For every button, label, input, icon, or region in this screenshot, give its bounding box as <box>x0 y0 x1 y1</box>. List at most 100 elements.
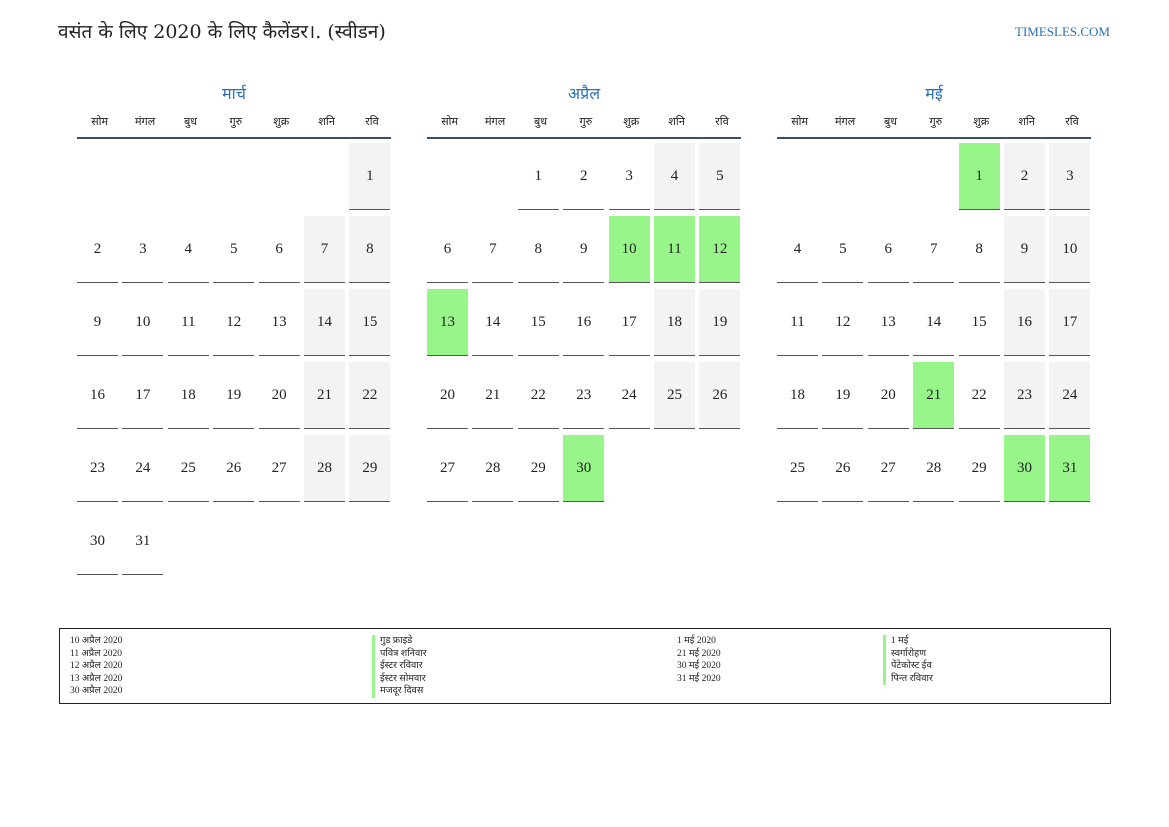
day-cell[interactable]: 28 <box>472 435 514 502</box>
day-cell[interactable]: 5 <box>213 216 255 283</box>
legend-item: 12 अप्रैल 2020 <box>70 661 123 672</box>
day-cell[interactable]: 18 <box>167 362 209 429</box>
day-cell[interactable]: 15 <box>349 289 391 356</box>
day-cell[interactable]: 13 <box>258 289 300 356</box>
day-cell[interactable]: 30 <box>1004 435 1045 502</box>
day-cell[interactable]: 21 <box>472 362 514 429</box>
day-cell[interactable]: 21 <box>304 362 345 429</box>
day-cell[interactable]: 3 <box>1049 143 1091 210</box>
day-cell[interactable]: 20 <box>427 362 468 429</box>
day-cell[interactable]: 22 <box>958 362 1000 429</box>
day-cell[interactable]: 14 <box>913 289 955 356</box>
day-cell[interactable]: 26 <box>699 362 741 429</box>
day-cell[interactable]: 3 <box>122 216 164 283</box>
day-cell[interactable]: 18 <box>777 362 818 429</box>
day-cell[interactable]: 19 <box>822 362 864 429</box>
day-grid: 1 2 3 4 5 6 7 8 9 10 11 12 13 14 15 16 17 18 19 20 21 22 23 24 2… <box>427 143 741 508</box>
day-cell[interactable]: 11 <box>167 289 209 356</box>
day-cell[interactable]: 23 <box>77 435 118 502</box>
day-cell[interactable]: 29 <box>349 435 391 502</box>
day-cell[interactable]: 6 <box>427 216 468 283</box>
day-cell[interactable]: 30 <box>563 435 605 502</box>
day-cell[interactable]: 12 <box>822 289 864 356</box>
day-cell[interactable]: 23 <box>563 362 605 429</box>
day-cell[interactable]: 11 <box>654 216 695 283</box>
weekday-label: शनि <box>668 115 685 128</box>
day-cell[interactable]: 2 <box>563 143 605 210</box>
day-cell[interactable]: 27 <box>258 435 300 502</box>
day-cell[interactable]: 13 <box>867 289 909 356</box>
day-cell[interactable]: 1 <box>349 143 391 210</box>
day-cell[interactable]: 5 <box>822 216 864 283</box>
day-cell[interactable]: 31 <box>1049 435 1091 502</box>
day-cell[interactable]: 30 <box>77 508 118 575</box>
day-cell[interactable]: 22 <box>349 362 391 429</box>
day-cell[interactable]: 10 <box>608 216 650 283</box>
day-cell[interactable]: 17 <box>1049 289 1091 356</box>
legend-dates-column-2: 1 मई 2020 21 मई 2020 30 मई 2020 31 मई 2020 <box>677 635 721 685</box>
day-cell[interactable]: 10 <box>1049 216 1091 283</box>
day-cell[interactable]: 29 <box>517 435 559 502</box>
day-cell[interactable]: 14 <box>472 289 514 356</box>
day-cell[interactable]: 8 <box>958 216 1000 283</box>
day-cell[interactable]: 26 <box>213 435 255 502</box>
day-cell[interactable]: 16 <box>77 362 118 429</box>
day-cell[interactable]: 12 <box>213 289 255 356</box>
day-cell[interactable]: 5 <box>699 143 741 210</box>
day-cell[interactable]: 2 <box>77 216 118 283</box>
day-cell[interactable]: 4 <box>167 216 209 283</box>
day-cell[interactable]: 9 <box>1004 216 1045 283</box>
day-cell[interactable]: 31 <box>122 508 164 575</box>
day-cell[interactable]: 18 <box>654 289 695 356</box>
day-cell[interactable]: 7 <box>472 216 514 283</box>
day-cell[interactable]: 17 <box>608 289 650 356</box>
day-cell[interactable]: 19 <box>699 289 741 356</box>
day-cell[interactable]: 1 <box>958 143 1000 210</box>
day-cell[interactable]: 24 <box>1049 362 1091 429</box>
day-cell[interactable]: 8 <box>349 216 391 283</box>
day-cell[interactable]: 19 <box>213 362 255 429</box>
day-cell[interactable]: 16 <box>1004 289 1045 356</box>
day-cell[interactable]: 20 <box>258 362 300 429</box>
day-cell[interactable]: 15 <box>958 289 1000 356</box>
day-cell[interactable]: 13 <box>427 289 468 356</box>
day-cell[interactable]: 9 <box>563 216 605 283</box>
day-cell[interactable]: 6 <box>258 216 300 283</box>
day-cell[interactable]: 24 <box>122 435 164 502</box>
site-link[interactable]: TIMESLES.COM <box>1015 24 1110 39</box>
day-cell[interactable]: 7 <box>304 216 345 283</box>
day-cell[interactable]: 9 <box>77 289 118 356</box>
day-cell[interactable]: 22 <box>517 362 559 429</box>
day-cell[interactable]: 29 <box>958 435 1000 502</box>
day-cell[interactable]: 26 <box>822 435 864 502</box>
day-cell[interactable]: 6 <box>867 216 909 283</box>
day-cell[interactable]: 4 <box>777 216 818 283</box>
day-cell[interactable]: 17 <box>122 362 164 429</box>
day-cell[interactable]: 7 <box>913 216 955 283</box>
day-cell[interactable]: 25 <box>654 362 695 429</box>
day-cell[interactable]: 8 <box>517 216 559 283</box>
day-cell[interactable]: 28 <box>304 435 345 502</box>
day-cell[interactable]: 28 <box>913 435 955 502</box>
legend-item: 13 अप्रैल 2020 <box>70 673 123 684</box>
day-cell[interactable]: 25 <box>777 435 818 502</box>
day-cell[interactable]: 23 <box>1004 362 1045 429</box>
day-cell[interactable]: 16 <box>563 289 605 356</box>
day-cell[interactable]: 27 <box>427 435 468 502</box>
day-cell[interactable]: 25 <box>167 435 209 502</box>
day-cell[interactable]: 15 <box>517 289 559 356</box>
day-cell[interactable]: 12 <box>699 216 741 283</box>
day-cell[interactable]: 20 <box>867 362 909 429</box>
day-cell[interactable]: 2 <box>1004 143 1045 210</box>
day-cell[interactable]: 3 <box>608 143 650 210</box>
day-cell[interactable]: 1 <box>517 143 559 210</box>
day-cell[interactable]: 14 <box>304 289 345 356</box>
day-cell[interactable]: 10 <box>122 289 164 356</box>
day-cell[interactable]: 11 <box>777 289 818 356</box>
day-cell[interactable]: 4 <box>654 143 695 210</box>
day-cell[interactable]: 24 <box>608 362 650 429</box>
month-april: अप्रैल सोम मंगल बुध गुरु शुक्र शनि रवि 1 2 3 4 5 6 7 8 9… <box>427 84 741 508</box>
legend-names-column-1: गुड फ्राइडे पवित्र शनिवार ईस्टर रविवार ईस्ट… <box>372 635 427 698</box>
day-cell[interactable]: 27 <box>867 435 909 502</box>
day-cell[interactable]: 21 <box>913 362 955 429</box>
